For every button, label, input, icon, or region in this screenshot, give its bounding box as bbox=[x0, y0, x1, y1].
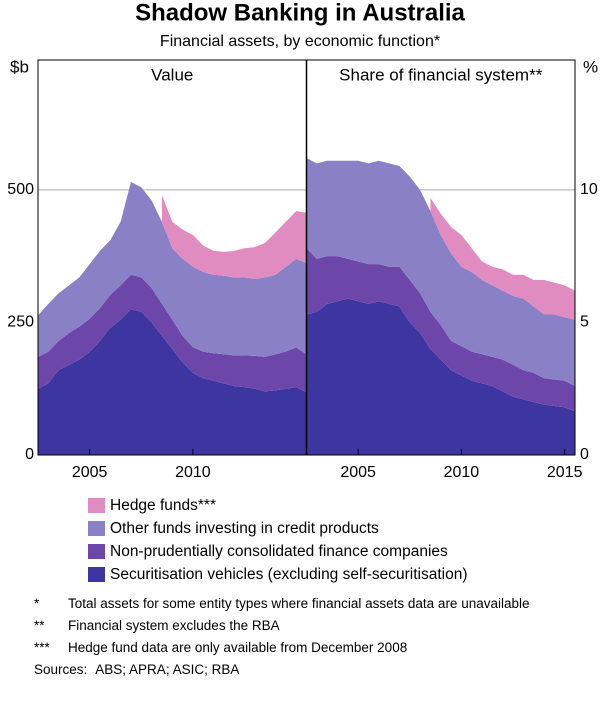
note: * Total assets for some entity types wher… bbox=[34, 596, 574, 612]
axis-unit: % bbox=[583, 57, 598, 76]
x-tick-label: 2005 bbox=[72, 464, 108, 481]
note-marker: *** bbox=[34, 640, 50, 655]
legend-label: Hedge funds*** bbox=[110, 496, 216, 514]
note-text: Financial system excludes the RBA bbox=[68, 618, 280, 633]
area bbox=[38, 274, 307, 393]
y-tick-label: 0 bbox=[25, 446, 34, 463]
area bbox=[306, 248, 575, 412]
notes: * Total assets for some entity types wher… bbox=[34, 596, 574, 677]
area bbox=[38, 309, 307, 455]
sources-text: ABS; APRA; ASIC; RBA bbox=[95, 662, 240, 677]
legend-item: Other funds investing in credit products bbox=[88, 517, 468, 540]
legend: Hedge funds*** Other funds investing in c… bbox=[88, 494, 468, 586]
x-tick-label: 2015 bbox=[547, 464, 583, 481]
note-marker: * bbox=[34, 596, 40, 611]
y-tick-label: 10 bbox=[580, 181, 598, 198]
note-marker: ** bbox=[34, 618, 45, 633]
area bbox=[306, 298, 575, 455]
chart-title: Shadow Banking in Australia bbox=[135, 0, 465, 26]
chart-subtitle: Financial assets, by economic function* bbox=[160, 33, 440, 50]
note: ** Financial system excludes the RBA bbox=[34, 618, 574, 634]
panel-title: Value bbox=[151, 65, 193, 84]
y-tick-label: 250 bbox=[7, 314, 34, 331]
sources-label: Sources: bbox=[34, 662, 88, 677]
note-text: Hedge fund data are only available from … bbox=[68, 640, 408, 655]
x-tick-label: 2005 bbox=[340, 464, 376, 481]
legend-label: Non-prudentially consolidated finance co… bbox=[110, 542, 448, 560]
legend-swatch bbox=[88, 521, 105, 536]
legend-swatch bbox=[88, 567, 105, 582]
legend-item: Non-prudentially consolidated finance co… bbox=[88, 540, 468, 563]
area bbox=[161, 195, 307, 279]
x-tick-label: 2010 bbox=[444, 464, 480, 481]
area bbox=[306, 158, 575, 387]
legend-swatch bbox=[88, 498, 105, 513]
area bbox=[430, 197, 575, 320]
note: *** Hedge fund data are only available fr… bbox=[34, 640, 574, 656]
legend-swatch bbox=[88, 544, 105, 559]
legend-label: Other funds investing in credit products bbox=[110, 519, 379, 537]
legend-item: Hedge funds*** bbox=[88, 494, 468, 517]
x-tick-label: 2010 bbox=[175, 464, 211, 481]
y-tick-label: 5 bbox=[580, 314, 589, 331]
y-tick-label: 0 bbox=[580, 446, 589, 463]
y-tick-label: 500 bbox=[7, 181, 34, 198]
legend-item: Securitisation vehicles (excluding self-… bbox=[88, 563, 468, 586]
sources: Sources: ABS; APRA; ASIC; RBA bbox=[34, 662, 574, 677]
area bbox=[38, 181, 307, 357]
axis-unit: $b bbox=[10, 57, 29, 76]
chart: Shadow Banking in Australia Financial as… bbox=[7, 0, 598, 481]
note-text: Total assets for some entity types where… bbox=[68, 596, 530, 611]
panel-title: Share of financial system** bbox=[339, 65, 543, 84]
legend-label: Securitisation vehicles (excluding self-… bbox=[110, 565, 468, 583]
